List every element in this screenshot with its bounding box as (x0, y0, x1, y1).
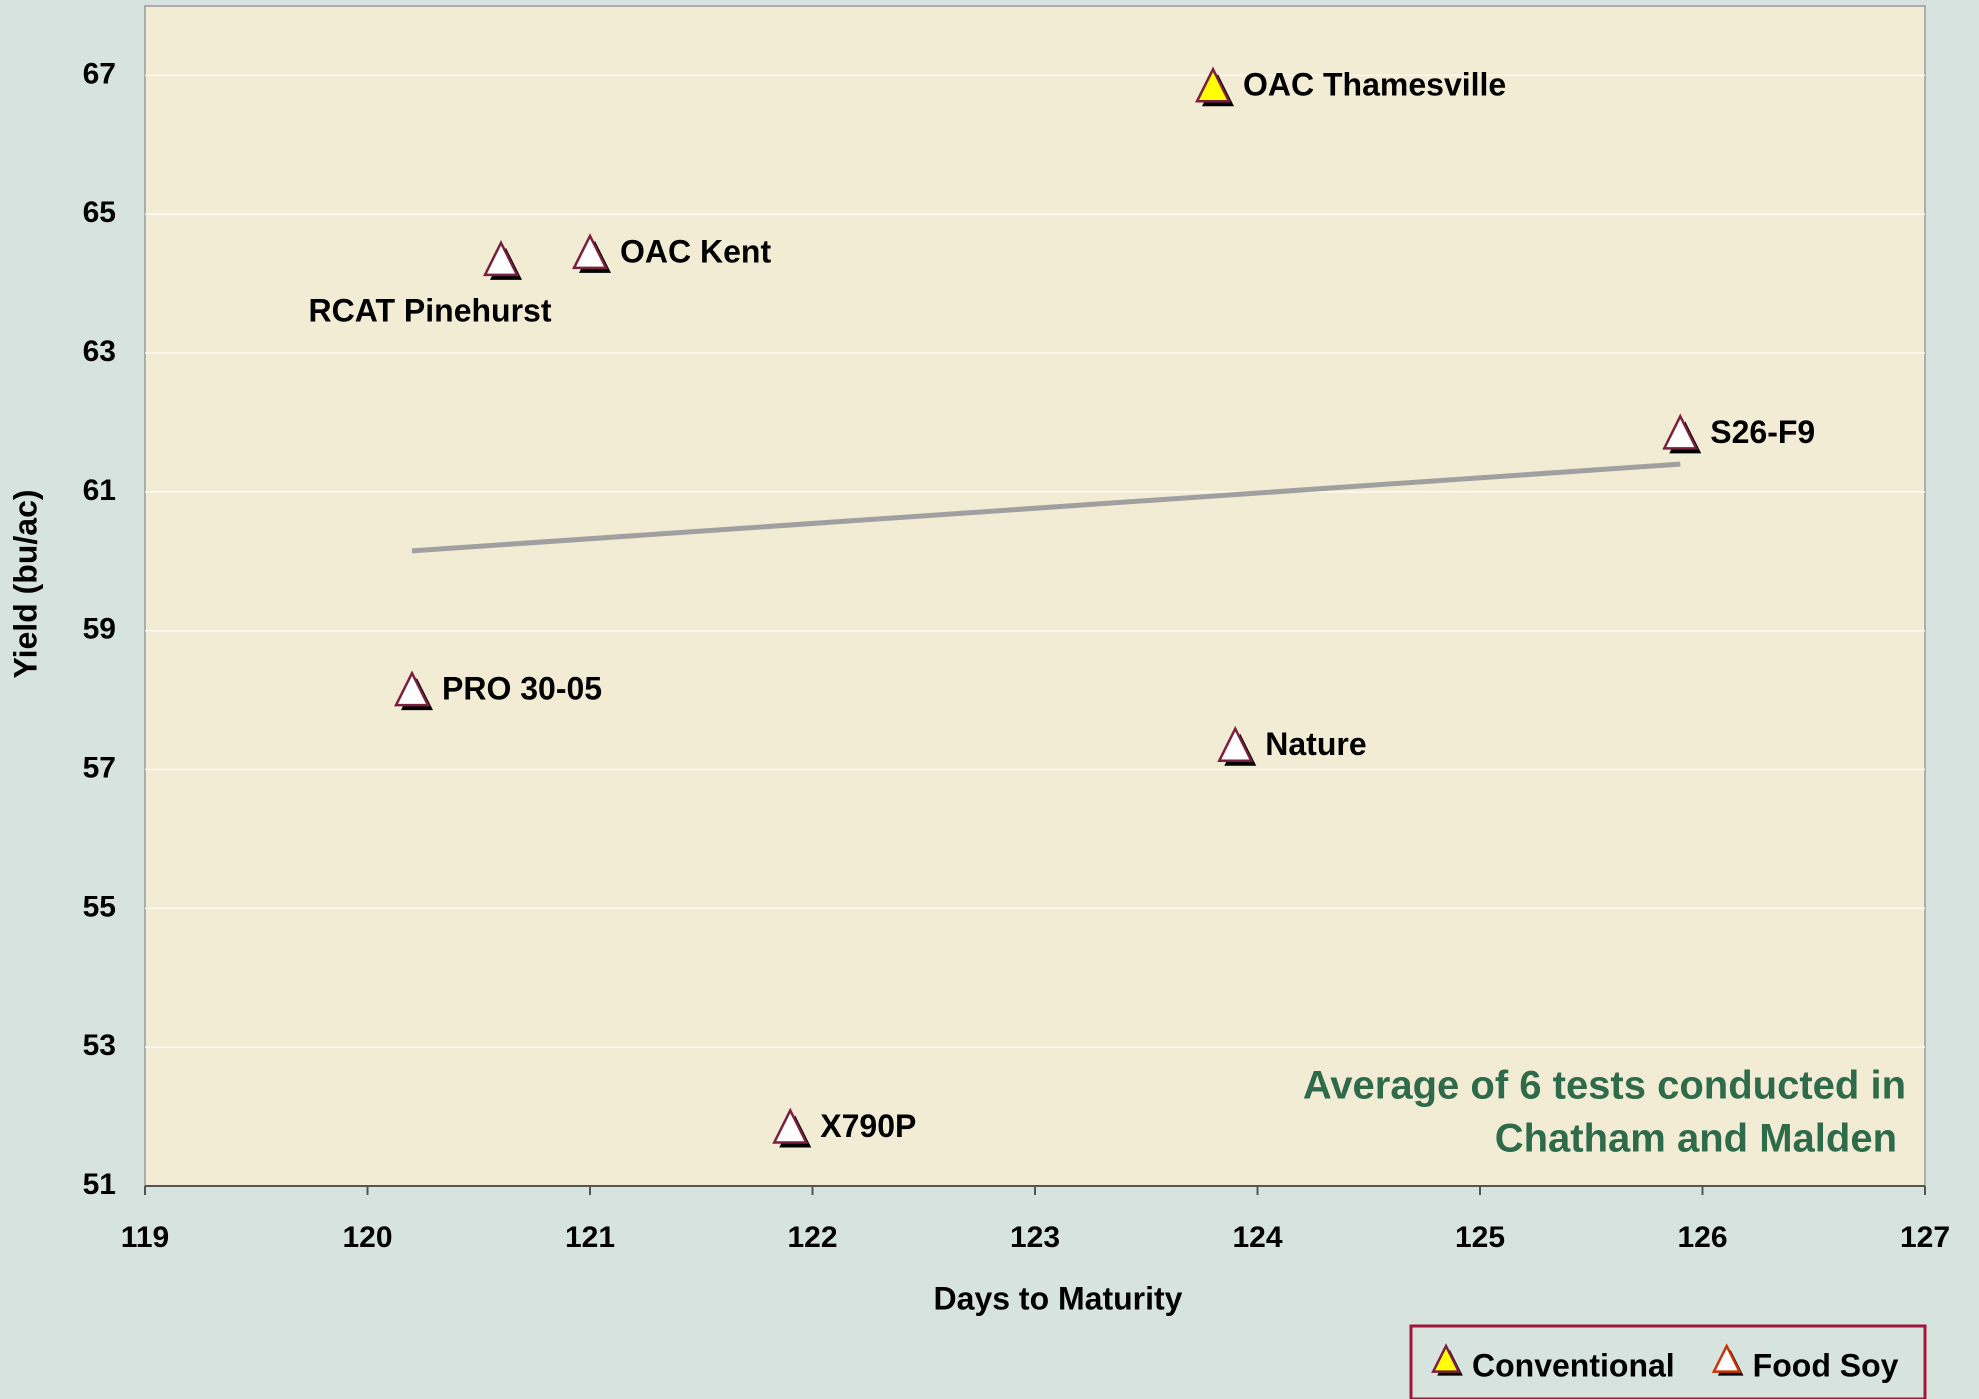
point-label: X790P (820, 1108, 916, 1144)
legend-label: Food Soy (1753, 1347, 1899, 1383)
marker (1662, 413, 1699, 450)
point-label: PRO 30-05 (442, 671, 602, 707)
point-label: RCAT Pinehurst (309, 292, 552, 328)
marker (571, 233, 609, 270)
trendline (411, 461, 1681, 554)
x-tick-label: 125 (1455, 1221, 1505, 1254)
point-label: OAC Kent (620, 233, 771, 269)
point-label: OAC Thamesville (1243, 67, 1506, 103)
legend-box (1409, 1324, 1927, 1399)
x-tick-label: 122 (787, 1221, 837, 1254)
y-tick-label: 59 (83, 613, 116, 646)
x-tick-label: 127 (1900, 1221, 1950, 1254)
y-tick-label: 55 (83, 890, 116, 923)
point-label: Nature (1265, 726, 1366, 762)
y-axis-label: Yield (bu/ac) (7, 489, 43, 678)
y-tick-label: 67 (83, 57, 116, 90)
x-tick-label: 123 (1010, 1221, 1060, 1254)
annotation: Average of 6 tests conducted in (1303, 1064, 1906, 1108)
y-tick-label: 65 (83, 196, 116, 229)
y-tick-label: 63 (83, 335, 116, 368)
legend-marker (1711, 1343, 1742, 1373)
plot-area (144, 5, 1926, 1187)
y-tick-label: 51 (83, 1168, 116, 1201)
legend-label: Conventional (1472, 1347, 1675, 1383)
x-tick-label: 120 (342, 1221, 392, 1254)
marker (1194, 66, 1232, 103)
legend-marker (1431, 1343, 1461, 1373)
x-tick-label: 126 (1677, 1221, 1727, 1254)
marker (772, 1107, 809, 1144)
marker (1217, 725, 1254, 762)
marker (393, 670, 431, 707)
y-tick-label: 61 (83, 474, 116, 507)
y-tick-label: 57 (83, 751, 116, 784)
x-tick-label: 124 (1232, 1221, 1282, 1254)
x-axis-label: Days to Maturity (934, 1280, 1183, 1316)
marker (482, 240, 520, 277)
annotation: Chatham and Malden (1495, 1117, 1897, 1161)
x-tick-label: 121 (565, 1221, 615, 1254)
x-tick-label: 119 (121, 1221, 169, 1254)
point-label: S26-F9 (1710, 414, 1815, 450)
y-tick-label: 53 (83, 1029, 116, 1062)
